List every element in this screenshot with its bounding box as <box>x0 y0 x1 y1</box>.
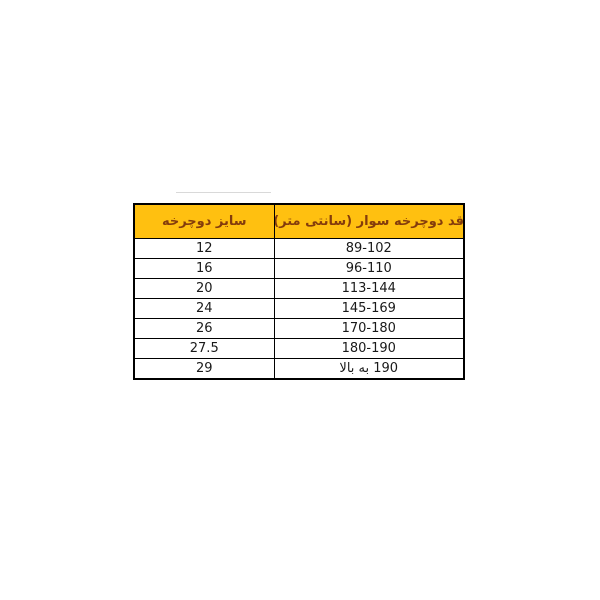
cell-bike-size: 16 <box>133 258 275 279</box>
table-row: 29 190 به بالا <box>133 358 465 380</box>
cell-rider-height: 89-102 <box>273 238 465 259</box>
table-header-row: سایز دوچرخه قد دوچرخه سوار (سانتی متر) <box>133 203 465 239</box>
table-row: 16 96-110 <box>133 258 465 279</box>
cell-rider-height: 145-169 <box>273 298 465 319</box>
cell-rider-height: 190 به بالا <box>273 358 465 380</box>
table-row: 27.5 180-190 <box>133 338 465 359</box>
header-cell-rider-height: قد دوچرخه سوار (سانتی متر) <box>273 203 465 239</box>
table-row: 26 170-180 <box>133 318 465 339</box>
bike-size-table: سایز دوچرخه قد دوچرخه سوار (سانتی متر) 1… <box>133 203 465 380</box>
cell-bike-size: 27.5 <box>133 338 275 359</box>
cell-bike-size: 20 <box>133 278 275 299</box>
cell-rider-height: 170-180 <box>273 318 465 339</box>
cell-rider-height: 96-110 <box>273 258 465 279</box>
table-row: 20 113-144 <box>133 278 465 299</box>
table-row: 24 145-169 <box>133 298 465 319</box>
header-cell-bike-size: سایز دوچرخه <box>133 203 275 239</box>
cell-bike-size: 24 <box>133 298 275 319</box>
cell-bike-size: 12 <box>133 238 275 259</box>
cell-rider-height: 113-144 <box>273 278 465 299</box>
cell-bike-size: 29 <box>133 358 275 380</box>
cell-rider-height: 180-190 <box>273 338 465 359</box>
cell-bike-size: 26 <box>133 318 275 339</box>
table-row: 12 89-102 <box>133 238 465 259</box>
stray-gray-line <box>176 192 271 193</box>
